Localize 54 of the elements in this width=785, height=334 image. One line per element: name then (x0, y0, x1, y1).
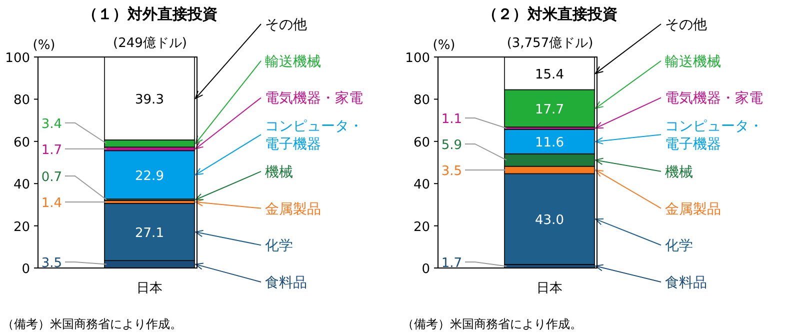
text: 電気機器・家電 (265, 90, 363, 107)
data-label: 1.4 (41, 196, 62, 211)
y-tick-label: 100 (5, 51, 30, 66)
text: 電気機器・家電 (665, 90, 763, 107)
legend-label: 化学 (265, 238, 293, 254)
chart-subtitle: (3,757億ドル) (506, 36, 594, 51)
data-label: 27.1 (135, 226, 164, 242)
x-tick-label: 日本 (136, 281, 162, 296)
text: コンピュータ・電子機器 (265, 118, 363, 153)
text: 機械 (265, 164, 293, 180)
y-tick-label: 80 (13, 93, 30, 108)
data-label: 39.3 (135, 92, 164, 108)
y-axis-title: (%) (432, 38, 456, 53)
text: 輸送機械 (265, 54, 321, 70)
y-tick-label: 100 (405, 51, 430, 66)
y-tick-label: 80 (413, 93, 430, 108)
data-label: 22.9 (135, 168, 164, 184)
chart-title: （１）対外直接投資 (82, 5, 218, 23)
data-label: 15.4 (535, 67, 564, 82)
text: （備考）米国商務省により作成。 (2, 317, 182, 331)
chart-subtitle: (249億ドル) (113, 36, 187, 51)
legend-label: 機械 (665, 164, 693, 180)
data-label: 3.5 (441, 164, 462, 179)
text: 金属製品 (665, 201, 721, 218)
y-tick-label: 60 (413, 135, 430, 150)
y-tick-label: 20 (413, 220, 430, 235)
text: 化学 (665, 238, 693, 254)
chart-title: （２）対米直接投資 (482, 5, 618, 23)
x-tick-label: 日本 (536, 281, 562, 296)
data-label: 5.9 (441, 138, 462, 153)
text: （備考）米国商務省により作成。 (402, 317, 582, 331)
data-label: 0.7 (41, 170, 62, 185)
text: 食料品 (265, 275, 307, 291)
data-label: 1.7 (41, 142, 62, 158)
data-label: 17.7 (535, 102, 564, 118)
data-label: 1.7 (441, 256, 462, 271)
data-label: 11.6 (535, 136, 564, 151)
text: その他 (665, 17, 707, 33)
text: その他 (265, 17, 307, 33)
data-label: 43.0 (535, 213, 564, 228)
legend-label: コンピュータ・電子機器 (665, 118, 763, 153)
legend-label: 金属製品 (265, 201, 321, 218)
data-label: 3.5 (41, 256, 62, 271)
y-tick-label: 60 (13, 135, 30, 150)
y-axis-title: (%) (32, 38, 56, 53)
y-tick-label: 40 (13, 178, 30, 193)
data-label: 1.1 (441, 112, 462, 127)
y-tick-label: 0 (422, 262, 430, 277)
data-label: 3.4 (41, 116, 62, 132)
y-tick-label: 20 (13, 220, 30, 235)
text: 輸送機械 (665, 54, 721, 70)
y-tick-label: 40 (413, 178, 430, 193)
y-tick-label: 0 (22, 262, 30, 277)
legend-label: 食料品 (665, 275, 707, 291)
